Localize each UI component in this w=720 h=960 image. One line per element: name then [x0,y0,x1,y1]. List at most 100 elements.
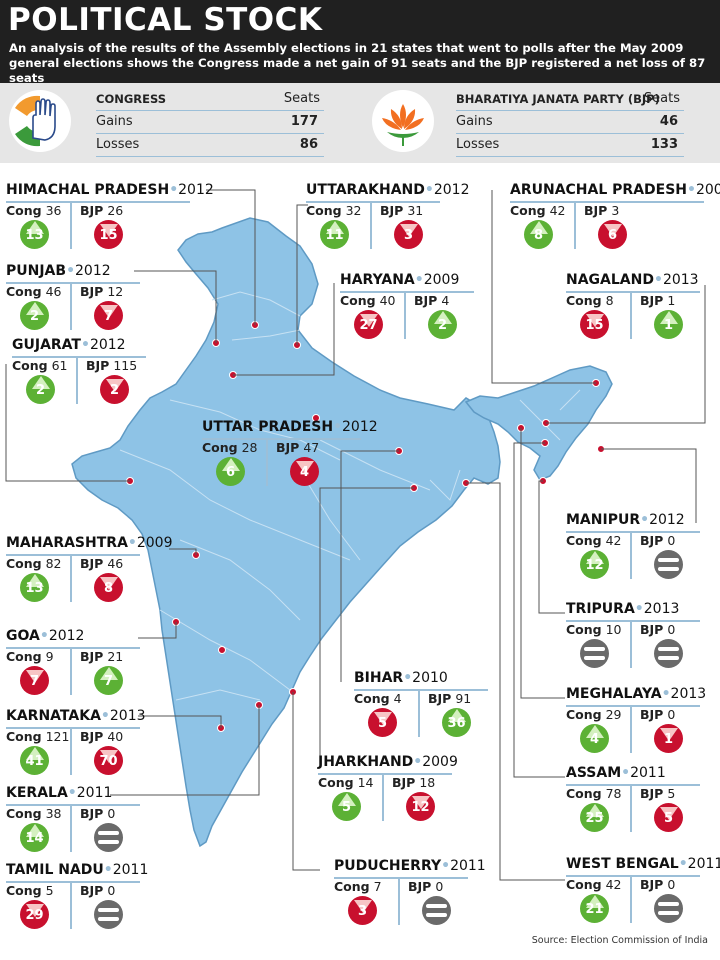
bjp-label: BJP [640,786,664,801]
cong-label: Cong [6,729,42,744]
bjp-loss-arrow-icon: 12 [406,792,435,821]
bjp-loss-arrow-icon: 7 [94,301,123,330]
cong-gain-arrow-icon: 2 [20,301,49,330]
bjp-label: BJP [640,622,664,637]
cong-loss-arrow-icon: 3 [348,896,377,925]
divider [318,773,452,775]
state-name-text: TRIPURA [566,601,635,617]
bjp-seat-change: 36 [447,716,466,731]
bjp-seat-count: 40 [107,729,124,744]
bjp-seat-count: 18 [419,775,436,790]
congress-seats-heading: Seats [283,91,320,106]
state-name: UTTARAKHAND•2012 [306,182,470,198]
bjp-seat-count: 0 [667,707,676,722]
state-name: MAHARASHTRA•2009 [6,535,173,551]
bjp-seat-count: 0 [667,622,676,637]
state-result-meghalaya: MEGHALAYA•2013 Cong 29 BJP 0 4 1 [566,686,706,756]
congress-seats: Cong 42 [566,533,622,548]
bjp-seats: BJP 115 [86,358,137,373]
column-divider [70,883,72,929]
state-name-text: MAHARASHTRA [6,535,128,551]
state-result-tamil-nadu: TAMIL NADU•2011 Cong 5 BJP 0 29 [6,862,149,932]
congress-seats: Cong 46 [6,284,62,299]
cong-seat-change: 27 [359,318,378,333]
cong-gain-arrow-icon: 6 [216,457,245,486]
bjp-seat-change: 4 [299,465,310,480]
cong-seat-count: 14 [357,775,374,790]
cong-label: Cong [510,203,546,218]
state-result-assam: ASSAM•2011 Cong 78 BJP 5 25 5 [566,765,706,835]
cong-seat-count: 36 [45,203,62,218]
state-name-text: KARNATAKA [6,708,101,724]
cong-seat-count: 46 [45,284,62,299]
cong-seat-count: 10 [605,622,622,637]
column-divider [70,649,72,695]
bjp-losses-label: Losses [456,137,500,152]
state-result-maharashtra: MAHARASHTRA•2009 Cong 82 BJP 46 13 8 [6,535,173,605]
bjp-gain-arrow-icon: 36 [442,708,471,737]
page-subtitle: An analysis of the results of the Assemb… [9,41,706,85]
election-year: 2013 [643,601,680,617]
state-result-kerala: KERALA•2011 Cong 38 BJP 0 14 [6,785,146,855]
cong-label: Cong [6,806,42,821]
cong-seat-change: 5 [377,716,388,731]
divider [6,201,190,203]
cong-seat-count: 32 [345,203,362,218]
column-divider [630,707,632,753]
election-year: 2010 [412,670,448,686]
column-divider [630,622,632,668]
page-title: POLITICAL STOCK [8,2,323,38]
congress-seats: Cong 8 [566,293,614,308]
cong-gain-arrow-icon: 13 [20,573,49,602]
divider [202,438,361,440]
cong-label: Cong [6,883,42,898]
bjp-seats: BJP 21 [80,649,123,664]
cong-seat-change: 3 [357,904,368,919]
cong-seat-count: 38 [45,806,62,821]
cong-seat-count: 7 [373,879,382,894]
cong-seat-count: 42 [605,877,622,892]
state-result-goa: GOA•2012 Cong 9 BJP 21 7 7 [6,628,146,698]
bjp-losses-value: 133 [650,137,678,152]
bjp-seat-change: 7 [103,674,114,689]
state-name: BIHAR•2010 [354,670,448,686]
cong-loss-arrow-icon: 29 [20,900,49,929]
column-divider [418,691,420,737]
cong-seat-change: 2 [29,309,40,324]
state-result-arunachal-pradesh: ARUNACHAL PRADESH•2009 Cong 42 BJP 3 8 6 [510,182,720,252]
bjp-seats: BJP 0 [640,533,675,548]
congress-seats: Cong 7 [334,879,382,894]
cong-seat-change: 13 [25,228,44,243]
bjp-label: BJP [86,358,110,373]
election-year: 2012 [342,419,378,435]
state-name: TAMIL NADU•2011 [6,862,149,878]
bjp-seat-count: 0 [107,806,116,821]
divider [510,201,704,203]
cong-label: Cong [566,293,602,308]
bjp-seat-change: 2 [437,318,448,333]
column-divider [70,203,72,249]
bjp-label: BJP [392,775,416,790]
bjp-seat-count: 0 [107,883,116,898]
cong-seat-count: 9 [45,649,54,664]
bjp-loss-arrow-icon: 8 [94,573,123,602]
divider [6,881,140,883]
bjp-seat-count: 47 [303,440,320,455]
bjp-gains-label: Gains [456,114,493,129]
bjp-seat-change: 12 [411,800,430,815]
congress-gains-value: 177 [290,114,318,129]
divider [566,531,700,533]
state-name-text: KERALA [6,785,68,801]
election-year: 2011 [630,765,666,781]
cong-loss-arrow-icon: 27 [354,310,383,339]
cong-seat-count: 121 [45,729,70,744]
election-year: 2012 [649,512,685,528]
congress-seats: Cong 28 [202,440,258,455]
bjp-label: BJP [408,879,432,894]
cong-label: Cong [318,775,354,790]
bjp-seats: BJP 0 [80,806,115,821]
bjp-seats: BJP 31 [380,203,423,218]
bjp-seat-change: 5 [663,811,674,826]
bjp-label: BJP [380,203,404,218]
